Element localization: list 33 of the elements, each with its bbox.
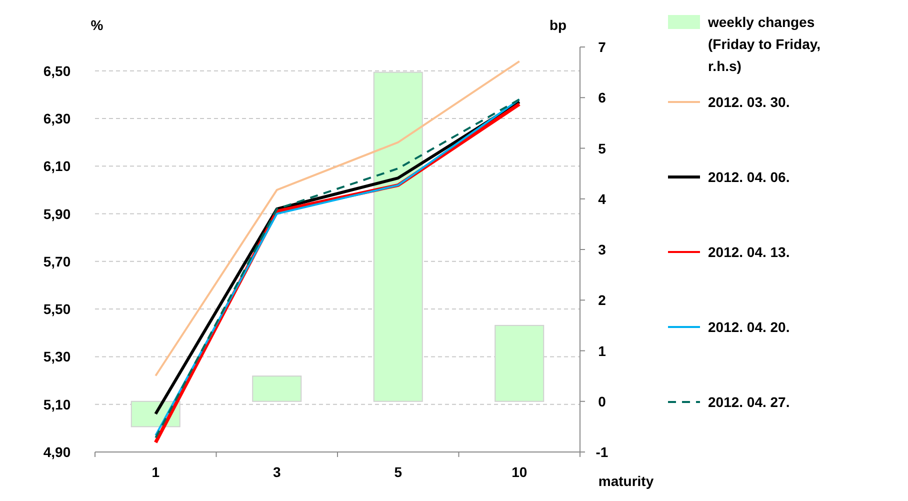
- legend-label: 2012. 04. 20.: [708, 319, 790, 335]
- y2-tick-label: 6: [598, 90, 606, 106]
- y-tick-label: 5,90: [43, 206, 71, 222]
- y-tick-label: 6,50: [43, 62, 71, 79]
- y-tick-label: 5,50: [43, 301, 71, 318]
- y-tick-label: 6,10: [43, 158, 71, 174]
- y2-tick-label: 4: [598, 190, 606, 207]
- x-tick-label: 5: [394, 464, 402, 480]
- legend-label: 2012. 03. 30.: [708, 94, 790, 110]
- bar: [252, 376, 302, 402]
- y2-tick-label: 7: [598, 39, 606, 55]
- y-tick-label: 5,30: [43, 348, 71, 365]
- y-axis-title: %: [90, 17, 104, 33]
- y-tick-label: 4,90: [43, 444, 71, 460]
- y2-tick-label: 0: [598, 393, 606, 410]
- legend-label: weekly changes (Friday to Friday, r.h.s): [707, 14, 821, 74]
- y-tick-label: 5,10: [43, 396, 71, 412]
- line-series: [154, 60, 520, 377]
- y2-tick-label: 3: [598, 242, 606, 258]
- legend-label: 2012. 04. 27.: [708, 394, 790, 410]
- x-tick-label: 10: [512, 464, 528, 480]
- y2-axis-title: bp: [549, 17, 567, 33]
- y2-tick-label: 2: [598, 292, 606, 308]
- x-axis-title: maturity: [598, 473, 654, 489]
- y2-tick-label: 5: [598, 140, 606, 156]
- y2-tick-label: -1: [596, 444, 608, 460]
- legend-label: 2012. 04. 06.: [708, 169, 790, 185]
- x-tick-label: 1: [152, 464, 160, 480]
- legend-label: 2012. 04. 13.: [708, 244, 790, 260]
- y2-tick-label: 1: [598, 342, 606, 359]
- y-tick-label: 6,30: [43, 110, 71, 126]
- x-tick-label: 3: [272, 464, 281, 480]
- y-tick-label: 5,70: [43, 253, 71, 270]
